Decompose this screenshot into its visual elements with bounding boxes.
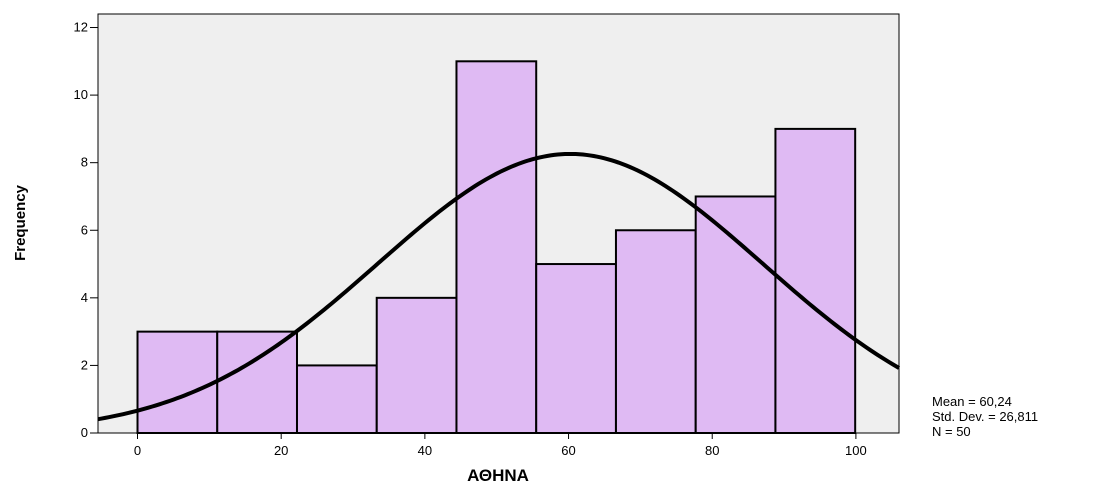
x-tick-label-40: 40	[418, 443, 432, 458]
x-tick-label-60: 60	[561, 443, 575, 458]
x-tick-label-20: 20	[274, 443, 288, 458]
stats-box: Mean = 60,24 Std. Dev. = 26,811 N = 50	[932, 394, 1038, 439]
y-tick-label-0: 0	[81, 425, 88, 440]
std-dev-label: Std. Dev. = 26,811	[932, 409, 1039, 424]
y-tick-label-4: 4	[81, 290, 88, 305]
y-axis: 0 2 4 6 8 10 12	[74, 20, 98, 440]
y-tick-label-10: 10	[74, 87, 88, 102]
histogram-bar-8	[774, 127, 857, 435]
histogram-bar-7	[694, 195, 777, 434]
histogram-bar-6	[614, 229, 697, 434]
histogram-bar-1	[216, 330, 298, 434]
bars-group	[136, 60, 857, 435]
y-tick-label-12: 12	[74, 20, 88, 35]
x-tick-label-80: 80	[705, 443, 719, 458]
histogram-bar-4	[455, 60, 538, 434]
histogram-bar-5	[535, 263, 617, 435]
x-axis-title: ΑΘΗΝΑ	[467, 466, 529, 485]
histogram-bar-3	[375, 296, 458, 434]
y-tick-label-8: 8	[81, 155, 88, 170]
y-axis-title: Frequency	[12, 184, 29, 261]
x-tick-label-100: 100	[845, 443, 867, 458]
normal-curve	[97, 151, 901, 422]
histogram-bar-0	[136, 330, 219, 434]
y-tick-label-2: 2	[81, 357, 88, 372]
y-tick-label-6: 6	[81, 222, 88, 237]
histogram-bar-2	[295, 364, 378, 434]
x-axis: 0 20 40 60 80 100	[134, 433, 867, 458]
n-label: N = 50	[932, 424, 971, 439]
x-tick-label-0: 0	[134, 443, 141, 458]
mean-label: Mean = 60,24	[932, 394, 1012, 409]
